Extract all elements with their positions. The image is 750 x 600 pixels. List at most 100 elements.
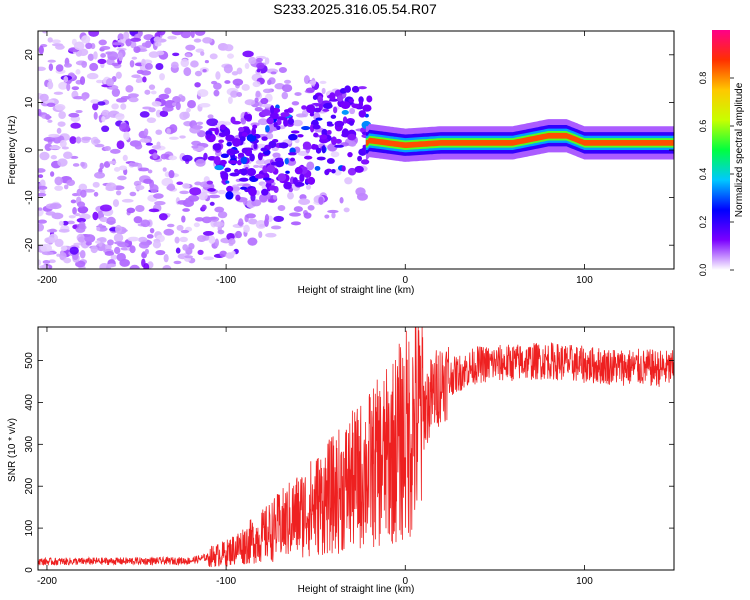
spectrogram-cluster-blob <box>270 112 279 120</box>
spectrogram-noise-blob <box>39 151 50 161</box>
spectrogram-noise-blob <box>159 110 169 117</box>
spectrogram-noise-blob <box>50 171 55 177</box>
spectrogram-cluster-blob <box>333 106 338 114</box>
spectrogram-noise-blob <box>330 151 340 158</box>
spectrogram-noise-blob <box>111 62 120 67</box>
spectrogram-noise-blob <box>295 113 307 118</box>
spectrogram-noise-blob <box>319 80 327 84</box>
spectrogram-cluster-blob <box>360 159 370 165</box>
spectrogram-noise-blob <box>77 48 89 57</box>
spectrogram-noise-blob <box>96 226 101 232</box>
spectrogram-noise-blob <box>53 91 64 95</box>
spectrogram-cluster-blob <box>262 177 272 181</box>
spectrogram-noise-blob <box>69 246 79 255</box>
spectrogram-noise-blob <box>155 249 166 256</box>
spectrogram-noise-blob <box>201 204 207 211</box>
spectrogram-noise-blob <box>211 80 218 85</box>
spectrogram-noise-blob <box>171 31 184 36</box>
spectrogram-noise-blob <box>129 60 135 68</box>
spectrogram-noise-blob <box>153 36 162 43</box>
spectrogram-noise-blob <box>154 41 162 47</box>
spectrogram-noise-blob <box>130 37 142 42</box>
spectrogram-noise-blob <box>289 212 301 217</box>
spectrogram-noise-blob <box>290 221 302 226</box>
spectrogram-noise-blob <box>49 203 62 210</box>
spectrogram-cluster-blob <box>331 169 336 174</box>
spectrogram-cluster-blob <box>341 128 349 138</box>
spectrogram-noise-blob <box>297 150 309 156</box>
spectrogram-noise-blob <box>355 187 366 197</box>
spectrogram-cluster-blob <box>292 177 298 185</box>
spectrogram-cluster-blob <box>226 141 232 147</box>
spectrogram-noise-blob <box>39 264 49 269</box>
spectrogram-noise-blob <box>113 246 121 255</box>
spectrogram-noise-blob <box>270 71 277 75</box>
spectrogram-cluster-blob <box>341 165 346 172</box>
spectrogram-noise-blob <box>264 57 270 65</box>
spectrogram-cluster-blob <box>207 188 216 192</box>
spectrogram-cluster-blob <box>266 164 276 173</box>
spectrogram-noise-blob <box>96 79 103 84</box>
spectrogram-noise-blob <box>248 218 258 225</box>
spectrogram-cluster-blob <box>226 185 234 193</box>
spectrogram-noise-blob <box>115 224 122 234</box>
spectrogram-cluster-blob <box>290 130 300 134</box>
spectrogram-noise-blob <box>155 62 164 71</box>
spectrogram-noise-blob <box>66 179 76 187</box>
spectrogram-noise-blob <box>115 113 125 121</box>
spectrogram-noise-blob <box>48 259 56 264</box>
spectrogram-noise-blob <box>344 177 353 185</box>
spectrogram-cluster-blob <box>314 165 321 171</box>
spectrogram-noise-blob <box>75 136 82 144</box>
spectrogram-noise-blob <box>47 37 53 43</box>
spectrogram-cluster-blob <box>330 114 337 119</box>
spectrogram-noise-blob <box>167 35 177 40</box>
snr-series-line <box>37 326 675 568</box>
spectrogram-noise-blob <box>79 76 86 86</box>
spectrogram-noise-blob <box>150 90 157 95</box>
spectrogram-noise-blob <box>60 245 68 252</box>
spectrogram-noise-blob <box>146 234 154 239</box>
spectrogram-noise-blob <box>163 228 175 236</box>
spectrogram-noise-blob <box>208 216 218 220</box>
spectrogram-noise-blob <box>208 194 221 199</box>
spectrogram-noise-blob <box>248 56 257 65</box>
spectrogram-noise-blob <box>219 250 228 258</box>
spectrogram-noise-blob <box>48 133 60 138</box>
spectrogram-cluster-blob <box>214 164 224 171</box>
spectrogram-noise-blob <box>232 78 244 86</box>
spectrogram-cluster-blob <box>246 134 257 142</box>
spectrogram-noise-blob <box>292 119 303 127</box>
spectrogram-noise-blob <box>196 235 207 242</box>
spectrogram-cluster-blob <box>290 157 296 162</box>
spectrogram-noise-blob <box>162 167 167 172</box>
spectrogram-noise-blob <box>208 235 216 245</box>
spectrogram-noise-blob <box>203 152 208 161</box>
spectrogram-cluster-blob <box>344 85 351 93</box>
spectrogram-noise-blob <box>143 262 150 269</box>
spectrogram-cluster-blob <box>283 109 291 113</box>
spectrogram-noise-blob <box>63 63 72 68</box>
spectrogram-noise-blob <box>93 171 106 179</box>
spectrogram-cluster-blob <box>212 143 222 151</box>
spectrogram-cluster-blob <box>275 160 283 168</box>
spectrogram-noise-blob <box>49 228 57 233</box>
spectrogram-cluster-blob <box>366 95 373 103</box>
spectrogram-noise-blob <box>156 31 162 34</box>
spectrogram-noise-blob <box>194 82 201 88</box>
spectrogram-noise-blob <box>143 128 149 136</box>
spectrogram-noise-blob <box>39 93 49 102</box>
spectrogram-noise-blob <box>118 165 128 171</box>
spectrogram-cluster-blob <box>357 86 367 90</box>
spectrogram-noise-blob <box>38 45 44 55</box>
snr-panel: -200 -100 0 100 0 100 200 300 400 500 Height of s… <box>7 326 675 595</box>
spectrogram-cluster-blob <box>329 92 336 101</box>
spectrogram-cluster-blob <box>237 152 245 158</box>
spectrogram-noise-blob <box>42 260 51 264</box>
spectrogram-noise-blob <box>75 69 81 75</box>
spectrogram-noise-blob <box>144 89 151 95</box>
spectrogram-noise-blob <box>112 199 120 208</box>
spectrogram-noise-blob <box>75 109 83 114</box>
spectrogram-noise-blob <box>243 224 250 233</box>
spectrogram-noise-blob <box>284 79 292 84</box>
